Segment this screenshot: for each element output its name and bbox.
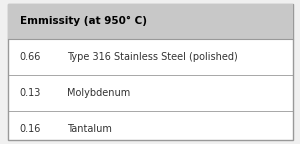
Text: 0.16: 0.16: [20, 124, 41, 134]
Bar: [8, 4, 292, 39]
Text: 0.13: 0.13: [20, 88, 41, 98]
Text: Type 316 Stainless Steel (polished): Type 316 Stainless Steel (polished): [68, 52, 238, 62]
Text: 0.66: 0.66: [20, 52, 41, 62]
Text: Tantalum: Tantalum: [68, 124, 112, 134]
Text: Molybdenum: Molybdenum: [68, 88, 131, 98]
Text: Emmissity (at 950° C): Emmissity (at 950° C): [20, 16, 146, 26]
